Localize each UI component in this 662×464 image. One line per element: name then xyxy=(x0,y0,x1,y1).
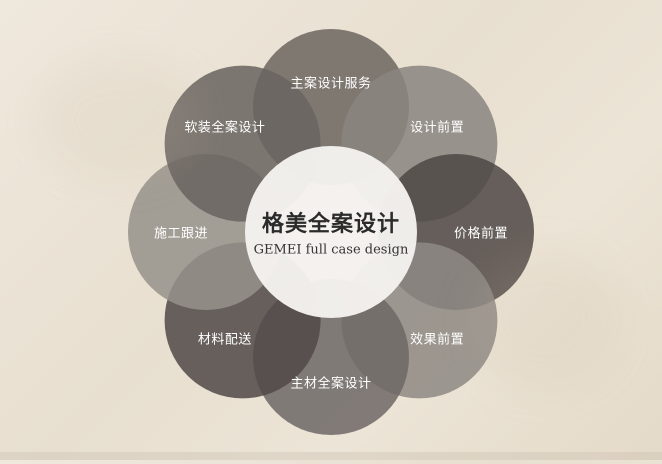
petal-label-4: 效果前置 xyxy=(410,332,465,348)
petal-label-7: 施工跟进 xyxy=(153,226,209,242)
petal-label-8: 软装全案设计 xyxy=(184,120,266,136)
petal-label-2: 设计前置 xyxy=(410,120,465,136)
petal-label-3: 价格前置 xyxy=(453,226,509,242)
center-subtitle: GEMEI full case design xyxy=(253,242,409,258)
bottom-band xyxy=(0,452,662,460)
background-texture xyxy=(40,60,200,180)
petal-label-1: 主案设计服务 xyxy=(290,76,372,92)
center-circle xyxy=(245,146,417,318)
petal-label-6: 材料配送 xyxy=(197,332,252,348)
background-texture xyxy=(470,250,620,390)
petal-label-5: 主材全案设计 xyxy=(290,376,372,392)
center-title: 格美全案设计 xyxy=(261,212,401,237)
